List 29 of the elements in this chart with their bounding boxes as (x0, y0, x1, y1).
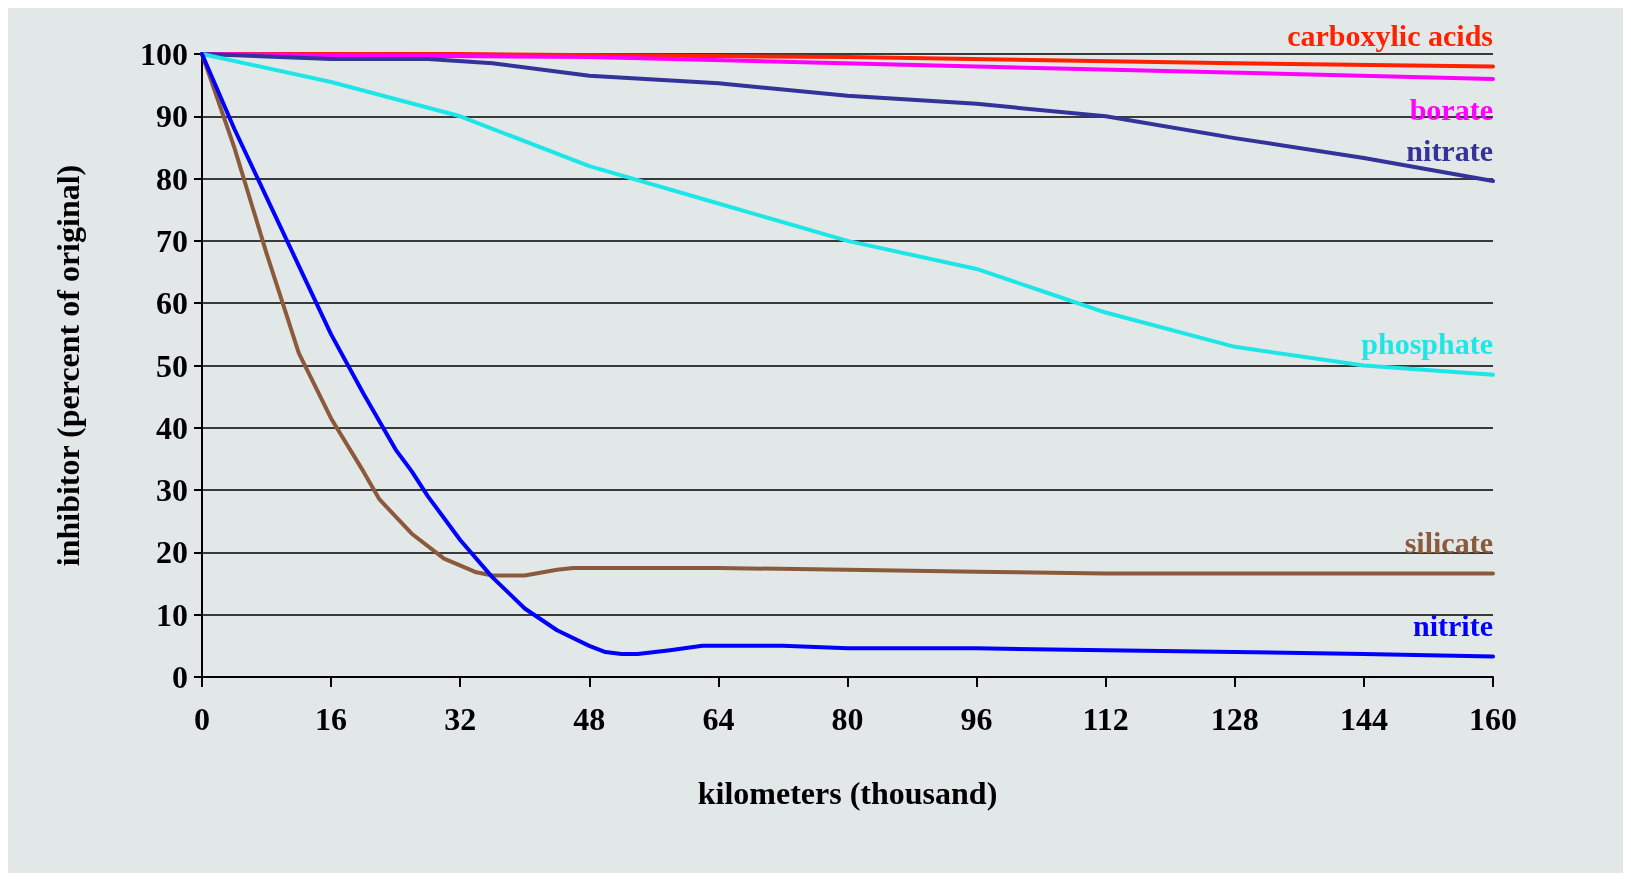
y-tick-label: 0 (172, 659, 188, 695)
y-tick-label: 10 (156, 596, 188, 633)
x-tick-label: 16 (315, 701, 348, 737)
x-tick-label: 112 (1082, 701, 1129, 737)
y-tick-label: 50 (156, 347, 188, 384)
x-tick-label: 128 (1210, 701, 1259, 737)
series-label: carboxylic acids (1287, 18, 1493, 52)
x-tick-label: 144 (1339, 701, 1388, 737)
x-tick-label: 160 (1469, 701, 1517, 737)
y-tick-label: 90 (156, 98, 188, 135)
y-tick-label: 30 (156, 472, 188, 509)
y-tick-label: 60 (156, 285, 188, 322)
series-label: silicate (1404, 526, 1493, 560)
series-label: phosphate (1361, 327, 1493, 361)
y-axis-title: inhibitor (percent of original) (50, 164, 86, 567)
series-label: nitrate (1406, 133, 1493, 167)
x-tick-label: 96 (960, 701, 993, 737)
y-tick-label: 20 (156, 534, 188, 571)
x-axis-title: kilometers (thousand) (697, 775, 998, 811)
x-tick-label: 64 (702, 701, 735, 737)
series-label: nitrite (1413, 608, 1493, 642)
y-tick-label: 40 (156, 409, 188, 446)
y-tick-label: 70 (156, 222, 188, 259)
y-tick-label: 100 (140, 36, 188, 72)
x-tick-label: 32 (444, 701, 477, 737)
x-tick-label: 48 (573, 701, 606, 737)
y-tick-label: 80 (156, 160, 188, 197)
x-tick-label: 0 (194, 701, 210, 737)
x-tick-label: 80 (831, 701, 864, 737)
